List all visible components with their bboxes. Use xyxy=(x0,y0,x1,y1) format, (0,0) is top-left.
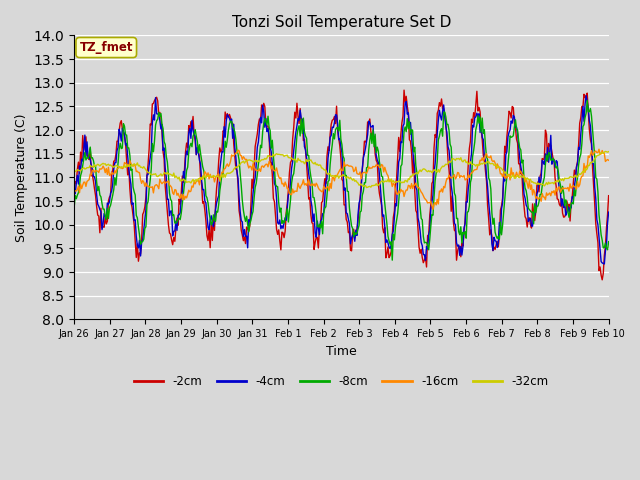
Text: TZ_fmet: TZ_fmet xyxy=(79,41,133,54)
X-axis label: Time: Time xyxy=(326,345,356,358)
Y-axis label: Soil Temperature (C): Soil Temperature (C) xyxy=(15,113,28,241)
Title: Tonzi Soil Temperature Set D: Tonzi Soil Temperature Set D xyxy=(232,15,451,30)
Legend: -2cm, -4cm, -8cm, -16cm, -32cm: -2cm, -4cm, -8cm, -16cm, -32cm xyxy=(129,371,554,393)
